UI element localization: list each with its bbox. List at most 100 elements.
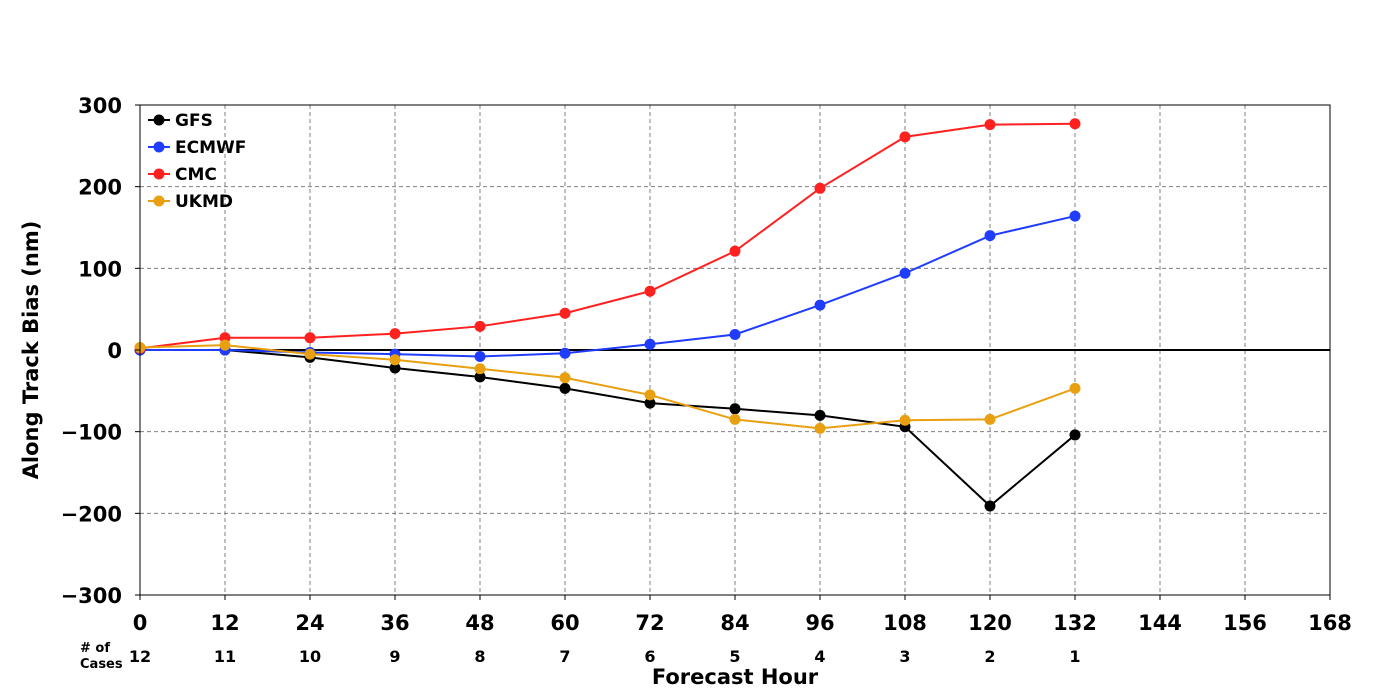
case-count: 11 — [214, 647, 236, 666]
series-line-ecmwf — [140, 215, 1076, 358]
x-tick-label: 12 — [210, 611, 239, 635]
cases-label-line1: # of — [80, 641, 110, 656]
y-tick-labels: −300 −200 −100 0 100 200 300 — [61, 94, 140, 608]
y-tick-label: 200 — [78, 176, 122, 200]
data-point-cmc — [899, 131, 911, 143]
legend-label: GFS — [175, 111, 213, 131]
data-point-ukmd — [474, 363, 486, 375]
legend-marker — [153, 168, 165, 180]
data-point-ukmd — [984, 413, 996, 425]
x-tick-label: 96 — [805, 611, 834, 635]
y-tick-label: −200 — [61, 502, 122, 526]
data-point-ukmd — [814, 422, 826, 434]
case-count: 4 — [814, 647, 825, 666]
data-point-ukmd — [899, 414, 911, 426]
data-point-ukmd — [219, 339, 231, 351]
legend-marker — [153, 141, 165, 153]
x-tick-label: 144 — [1138, 611, 1182, 635]
data-point-ukmd — [1069, 382, 1081, 394]
series-gfs — [134, 344, 1081, 512]
data-point-ecmwf — [729, 328, 741, 340]
legend-marker — [153, 114, 165, 126]
case-count: 1 — [1069, 647, 1080, 666]
y-axis-title: Along Track Bias (nm) — [19, 221, 43, 480]
case-count: 2 — [984, 647, 995, 666]
y-tick-label: 300 — [78, 94, 122, 118]
case-count: 10 — [299, 647, 321, 666]
data-point-gfs — [1069, 429, 1081, 441]
data-point-ukmd — [559, 372, 571, 384]
series-cmc — [134, 118, 1081, 354]
data-point-ecmwf — [1069, 210, 1081, 222]
x-tick-label: 132 — [1053, 611, 1097, 635]
series-line-ukmd — [139, 344, 1076, 430]
case-count: 7 — [559, 647, 570, 666]
data-point-gfs — [984, 500, 996, 512]
series-ukmd — [134, 339, 1081, 434]
legend-label: UKMD — [175, 192, 233, 212]
data-point-gfs — [729, 403, 741, 415]
x-tick-label: 48 — [465, 611, 494, 635]
y-tick-label: 0 — [107, 339, 122, 363]
legend-item-cmc: CMC — [148, 165, 217, 185]
data-point-gfs — [644, 397, 656, 409]
x-tick-label: 168 — [1308, 611, 1352, 635]
data-point-cmc — [559, 307, 571, 319]
legend-item-ukmd: UKMD — [148, 192, 233, 212]
data-point-cmc — [304, 332, 316, 344]
data-point-gfs — [389, 362, 401, 374]
x-tick-label: 0 — [133, 611, 148, 635]
legend-marker — [153, 195, 165, 207]
x-tick-label: 60 — [550, 611, 579, 635]
data-point-ukmd — [389, 354, 401, 366]
legend-label: CMC — [175, 165, 217, 185]
data-point-gfs — [559, 382, 571, 394]
x-axis-title: Forecast Hour — [652, 665, 819, 689]
data-point-cmc — [1069, 118, 1081, 130]
legend-item-gfs: GFS — [148, 111, 213, 131]
case-count: 3 — [899, 647, 910, 666]
data-point-ecmwf — [899, 267, 911, 279]
series-line-gfs — [140, 349, 1076, 508]
series-ecmwf — [134, 210, 1081, 363]
y-tick-label: 100 — [78, 257, 122, 281]
data-point-cmc — [814, 182, 826, 194]
data-point-cmc — [474, 320, 486, 332]
data-point-cmc — [729, 245, 741, 257]
case-count: 5 — [729, 647, 740, 666]
case-count: 12 — [129, 647, 151, 666]
case-count: 9 — [389, 647, 400, 666]
legend-label: ECMWF — [175, 138, 246, 158]
x-tick-label: 72 — [635, 611, 664, 635]
x-tick-label: 156 — [1223, 611, 1267, 635]
x-tick-label: 36 — [380, 611, 409, 635]
case-count: 8 — [474, 647, 485, 666]
y-tick-label: −300 — [61, 584, 122, 608]
series-layer — [134, 118, 1081, 512]
data-point-cmc — [984, 119, 996, 131]
data-point-ukmd — [304, 348, 316, 360]
x-tick-label: 24 — [295, 611, 324, 635]
x-tick-label: 108 — [883, 611, 927, 635]
data-point-ukmd — [644, 389, 656, 401]
data-point-gfs — [474, 371, 486, 383]
series-line-cmc — [139, 122, 1076, 350]
x-tick-labels: 0 12 24 36 48 60 72 84 96 108 120 132 144 156 168 — [133, 595, 1352, 635]
data-point-ecmwf — [814, 299, 826, 311]
legend-item-ecmwf: ECMWF — [148, 138, 246, 158]
data-point-ecmwf — [474, 351, 486, 363]
x-tick-label: 84 — [720, 611, 749, 635]
data-point-ecmwf — [559, 347, 571, 359]
data-point-cmc — [644, 285, 656, 297]
cases-row: # of Cases 12 11 10 9 8 7 6 5 4 3 2 1 — [80, 641, 1081, 672]
x-tick-label: 120 — [968, 611, 1012, 635]
cases-label-line2: Cases — [80, 657, 123, 672]
data-point-ecmwf — [644, 338, 656, 350]
data-point-gfs — [814, 409, 826, 421]
data-point-cmc — [389, 328, 401, 340]
data-point-ecmwf — [984, 230, 996, 242]
case-count: 6 — [644, 647, 655, 666]
legend: GFS ECMWF CMC UKMD — [148, 111, 246, 212]
